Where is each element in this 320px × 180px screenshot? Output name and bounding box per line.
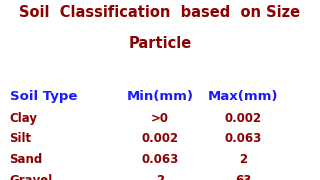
Text: Gravel: Gravel: [10, 174, 53, 180]
Text: 0.002: 0.002: [225, 112, 262, 125]
Text: >0: >0: [151, 112, 169, 125]
Text: Particle: Particle: [128, 36, 192, 51]
Text: 0.063: 0.063: [141, 153, 179, 166]
Text: 2: 2: [239, 153, 247, 166]
Text: Clay: Clay: [10, 112, 38, 125]
Text: Soil  Classification  based  on Size: Soil Classification based on Size: [20, 5, 300, 20]
Text: Min(mm): Min(mm): [126, 90, 194, 103]
Text: Sand: Sand: [10, 153, 43, 166]
Text: Soil Type: Soil Type: [10, 90, 77, 103]
Text: Max(mm): Max(mm): [208, 90, 278, 103]
Text: 2: 2: [156, 174, 164, 180]
Text: 63: 63: [235, 174, 252, 180]
Text: 0.063: 0.063: [225, 132, 262, 145]
Text: Silt: Silt: [10, 132, 32, 145]
Text: 0.002: 0.002: [141, 132, 179, 145]
